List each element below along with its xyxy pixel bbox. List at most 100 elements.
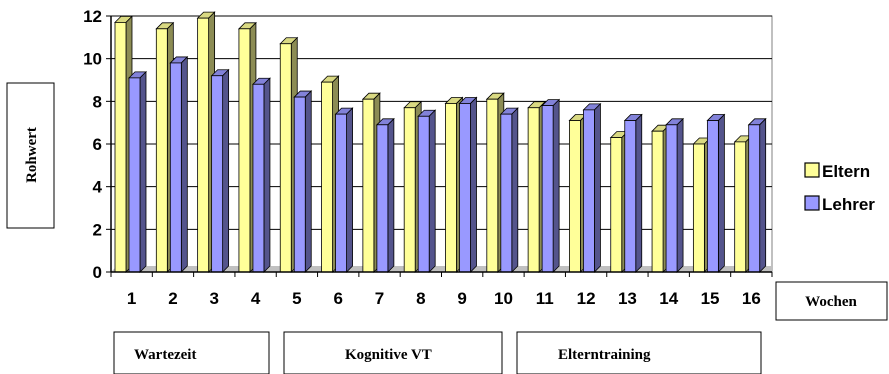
- x-axis-label: Wochen: [805, 294, 857, 310]
- bar-lehrer-5: [293, 90, 313, 273]
- bar-side: [387, 117, 395, 273]
- bar-side: [594, 102, 601, 273]
- x-tick-label-16: 16: [742, 289, 761, 308]
- y-tick-labels: 0 2 4 6 8 10 12: [83, 7, 102, 282]
- bar-lehrer-8: [417, 109, 437, 273]
- bar-lehrer-6: [334, 107, 354, 273]
- phase-box-wartezeit: [113, 331, 270, 374]
- x-tick-labels: 1 2 3 4 5 6 7 8 9 10 11 12 13 14 15 16: [127, 289, 761, 308]
- bar-front: [321, 81, 333, 273]
- bar-lehrer-15: [706, 113, 726, 273]
- bar-front: [114, 21, 127, 273]
- y-tick-label-12: 12: [83, 7, 102, 26]
- bar-front: [128, 77, 141, 273]
- y-tick-label-10: 10: [83, 50, 102, 69]
- bar-front: [362, 98, 375, 273]
- y-axis-label-box: [6, 82, 55, 229]
- x-axis-label-box: [775, 281, 888, 321]
- bar-front: [459, 103, 471, 273]
- legend-swatch-lehrer: [804, 195, 820, 211]
- bars: [114, 11, 767, 273]
- x-tick-label-3: 3: [210, 289, 219, 308]
- bar-front: [335, 113, 347, 273]
- bar-side: [263, 77, 271, 273]
- legend: Eltern Lehrer: [772, 124, 889, 241]
- legend-box: [772, 124, 889, 241]
- bar-front: [155, 28, 168, 273]
- bar-front: [238, 28, 251, 273]
- bar-side: [139, 70, 147, 273]
- y-tick-label-8: 8: [93, 92, 102, 111]
- y-tick-label-0: 0: [93, 263, 102, 282]
- bar-front: [486, 98, 499, 273]
- bar-side: [552, 98, 560, 273]
- x-tick-label-15: 15: [701, 289, 720, 308]
- bar-front: [211, 75, 224, 273]
- bar-side: [304, 90, 312, 273]
- bar-side: [759, 117, 767, 273]
- bar-lehrer-2: [169, 55, 189, 273]
- bar-side: [717, 113, 725, 273]
- x-tick-label-8: 8: [416, 289, 425, 308]
- legend-label-lehrer: Lehrer: [822, 195, 875, 214]
- y-axis-label: Rohwert: [24, 127, 40, 183]
- x-tick-label-4: 4: [251, 289, 261, 308]
- phase-label-kognitive-vt: Kognitive VT: [345, 347, 432, 363]
- bar-lehrer-13: [623, 113, 643, 273]
- y-tick-label-6: 6: [93, 135, 102, 154]
- bar-front: [610, 137, 623, 273]
- x-tick-label-12: 12: [577, 289, 596, 308]
- bar-side: [511, 107, 519, 273]
- bar-front: [651, 130, 664, 273]
- bar-front: [403, 107, 416, 273]
- bar-side: [346, 107, 353, 273]
- x-tick-label-2: 2: [168, 289, 177, 308]
- bar-front: [169, 62, 182, 273]
- bar-front: [252, 83, 265, 273]
- x-tick-label-5: 5: [292, 289, 301, 308]
- x-tick-label-9: 9: [457, 289, 466, 308]
- bar-side: [635, 113, 643, 273]
- bar-front: [692, 143, 705, 273]
- x-tick-label-10: 10: [494, 289, 513, 308]
- bar-front: [279, 43, 292, 273]
- bar-lehrer-11: [541, 98, 561, 273]
- legend-label-eltern: Eltern: [822, 162, 870, 181]
- phase-label-elterntraining: Elterntraining: [558, 347, 651, 363]
- x-tick-label-14: 14: [659, 289, 678, 308]
- bar-front: [624, 120, 637, 273]
- bar-front: [734, 141, 747, 273]
- y-tick-label-4: 4: [93, 178, 103, 197]
- x-tick-label-11: 11: [536, 289, 554, 308]
- bar-lehrer-9: [458, 96, 478, 273]
- bar-front: [748, 124, 761, 273]
- phase-boxes: Wartezeit Kognitive VT Elterntraining: [113, 331, 762, 374]
- bar-front: [541, 105, 554, 273]
- bar-front: [527, 107, 540, 273]
- bar-lehrer-1: [128, 70, 147, 273]
- bar-front: [293, 96, 306, 273]
- bar-lehrer-10: [499, 107, 519, 273]
- bar-side: [180, 55, 188, 273]
- bar-front: [500, 113, 513, 273]
- x-tick-label-6: 6: [333, 289, 342, 308]
- plot-floor: [111, 266, 772, 272]
- legend-swatch-eltern: [804, 162, 820, 178]
- bar-front: [376, 124, 389, 273]
- bar-front: [417, 115, 430, 273]
- bar-side: [222, 68, 230, 273]
- x-tick-label-13: 13: [618, 289, 637, 308]
- x-tick-label-1: 1: [127, 289, 136, 308]
- x-tick-label-7: 7: [375, 289, 384, 308]
- bar-front: [665, 124, 678, 273]
- bar-lehrer-14: [665, 117, 685, 273]
- bar-side: [676, 117, 684, 273]
- bar-lehrer-16: [747, 117, 767, 273]
- bar-front: [197, 17, 210, 273]
- bar-front: [569, 120, 581, 273]
- bar-lehrer-12: [582, 102, 602, 273]
- bar-front: [583, 109, 595, 273]
- y-tick-label-2: 2: [93, 220, 102, 239]
- bar-lehrer-7: [375, 117, 395, 273]
